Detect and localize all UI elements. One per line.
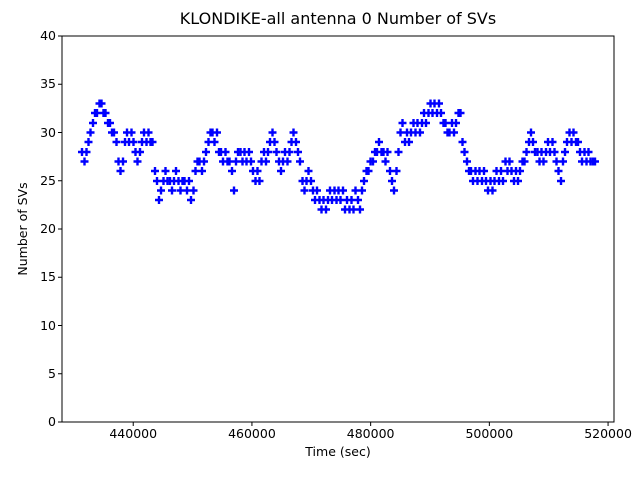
y-tick-label: 5: [48, 365, 56, 381]
x-axis-label: Time (sec): [305, 444, 371, 459]
axis-ticks: [58, 35, 609, 426]
data-points: [78, 99, 599, 214]
x-tick-label: 480000: [346, 426, 395, 441]
y-tick-label: 30: [40, 124, 56, 140]
x-tick-label: 440000: [109, 426, 158, 441]
y-tick-label: 35: [40, 76, 56, 92]
y-tick-label: 10: [40, 317, 56, 333]
x-tick-label: 520000: [584, 426, 632, 441]
y-tick-label: 15: [40, 269, 56, 285]
y-tick-label: 0: [48, 414, 56, 429]
x-tick-label: 460000: [228, 426, 276, 441]
plot-border: [61, 35, 615, 423]
y-tick-label: 40: [40, 28, 56, 43]
x-tick-label: 500000: [465, 426, 514, 441]
y-tick-label: 25: [40, 172, 56, 188]
chart-title: KLONDIKE-all antenna 0 Number of SVs: [179, 9, 497, 28]
y-tick-label: 20: [40, 221, 56, 236]
